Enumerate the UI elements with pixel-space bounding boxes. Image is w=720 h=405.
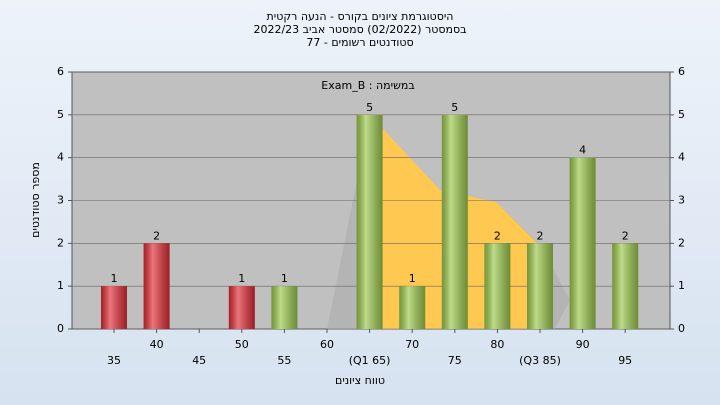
x-axis-label: טווח ציונים: [335, 374, 385, 387]
chart-subtitle: בסמסטר (02/2022) סמסטר אביב 2022/23: [253, 23, 466, 36]
x-tick-label: (Q3 85): [519, 354, 561, 367]
bar-shine: [441, 114, 468, 329]
data-label: 1: [111, 272, 118, 285]
y-tick-label: 6: [57, 65, 64, 78]
bar-shine: [271, 286, 298, 329]
x-tick-label: 40: [150, 338, 164, 351]
data-label: 5: [366, 101, 373, 114]
x-tick-label: 55: [277, 354, 291, 367]
x-tick-label: 90: [576, 338, 590, 351]
data-label: 4: [579, 144, 586, 157]
y2-tick-label: 3: [678, 194, 685, 207]
data-label: 5: [451, 101, 458, 114]
x-tick-label: 45: [192, 354, 206, 367]
x-tick-label: 50: [235, 338, 249, 351]
bar-shine: [356, 114, 383, 329]
x-tick-label: 70: [405, 338, 419, 351]
x-tick-label: 95: [618, 354, 632, 367]
y2-tick-label: 5: [678, 108, 685, 121]
data-label: 2: [153, 229, 160, 242]
y-tick-label: 3: [57, 194, 64, 207]
y2-tick-label: 4: [678, 151, 685, 164]
bar-shine: [484, 243, 511, 329]
y-tick-label: 2: [57, 236, 64, 249]
annotation: Exam_B : במשימה: [321, 79, 414, 92]
bar-shine: [527, 243, 553, 329]
bar-shine: [612, 243, 639, 329]
chart-subtitle: סטודנטים רשומים - 77: [306, 36, 413, 49]
x-tick-label: 60: [320, 338, 334, 351]
data-label: 2: [494, 229, 501, 242]
bar-shine: [569, 157, 596, 329]
bar-shine: [101, 286, 127, 329]
x-tick-label: 80: [490, 338, 504, 351]
y-tick-label: 0: [57, 322, 64, 335]
data-label: 1: [409, 272, 416, 285]
bar-shine: [143, 243, 170, 329]
y2-tick-label: 0: [678, 322, 685, 335]
data-label: 2: [622, 229, 629, 242]
y-tick-label: 4: [57, 151, 64, 164]
y-tick-label: 1: [57, 279, 64, 292]
data-label: 1: [238, 272, 245, 285]
y-axis-label: מספר סטודנטים: [29, 162, 42, 238]
x-tick-label: 75: [448, 354, 462, 367]
bar-shine: [228, 286, 255, 329]
bar-shine: [399, 286, 426, 329]
y-tick-label: 5: [57, 108, 64, 121]
data-label: 2: [537, 229, 544, 242]
data-label: 1: [281, 272, 288, 285]
y2-tick-label: 2: [678, 236, 685, 249]
x-tick-label: (Q1 65): [349, 354, 391, 367]
x-tick-label: 35: [107, 354, 121, 367]
y2-tick-label: 6: [678, 65, 685, 78]
y2-tick-label: 1: [678, 279, 685, 292]
chart-title: היסטוגרמת ציונים בקורס - הנעה רקטית: [267, 10, 454, 23]
